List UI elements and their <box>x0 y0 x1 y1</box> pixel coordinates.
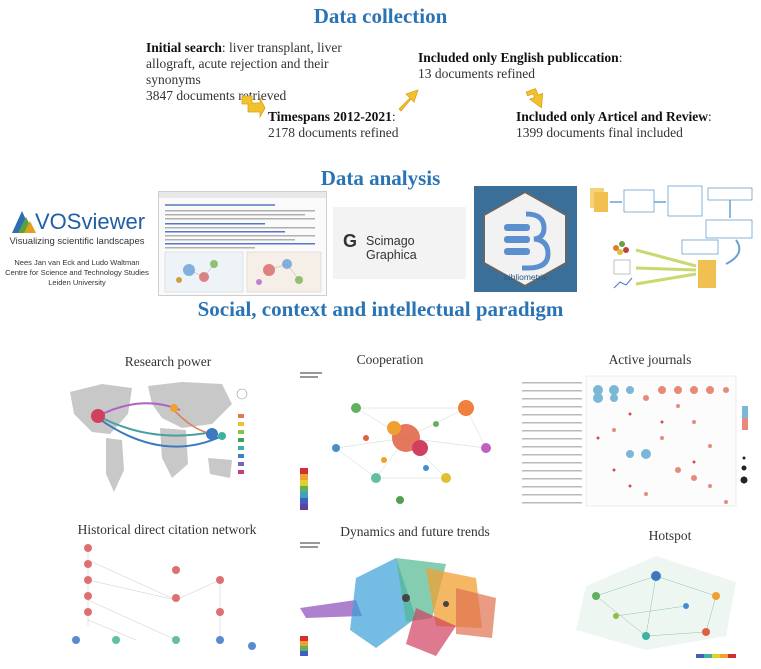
step-english-label: Included only English publiccation <box>418 50 619 65</box>
world-map-thumbnail <box>70 382 248 492</box>
vosviewer-logo: VOSviewer Visualizing scientific landsca… <box>2 203 152 293</box>
arrow-up-right-icon <box>398 89 419 112</box>
panel-title-dynamics: Dynamics and future trends <box>340 524 490 539</box>
panel-title-active-journals: Active journals <box>608 352 692 367</box>
step-article-review: Included only Articel and Review: 1399 d… <box>516 109 712 140</box>
panel-title-research-power: Research power <box>124 354 212 369</box>
bibliometrix-name: bibliometrix <box>504 272 547 282</box>
panel-title-cooperation: Cooperation <box>356 352 424 367</box>
step-english-count: 13 documents refined <box>418 66 535 81</box>
scimago-g-icon: G <box>343 231 358 251</box>
app-screenshot-thumbnail <box>164 204 322 293</box>
step-timespans: Timespans 2012-2021: 2178 documents refi… <box>268 109 399 140</box>
arrow-down-icon <box>526 88 544 109</box>
research-power-map <box>62 374 292 504</box>
vosviewer-name: VOSviewer <box>35 209 146 234</box>
step-english: Included only English publiccation: 13 d… <box>418 50 623 81</box>
bibliometrix-hexagon-icon <box>483 190 567 288</box>
step-initial-search: Initial search: liver transplant, liver … <box>146 40 386 104</box>
bibliometrix-app-screenshot <box>158 191 327 296</box>
cooperation-network <box>296 368 510 518</box>
paradigm-title: Social, context and intellectual paradig… <box>197 297 564 321</box>
step-article-review-label: Included only Articel and Review <box>516 109 709 124</box>
active-journals-bubble-grid <box>518 372 758 520</box>
vosviewer-tagline: Visualizing scientific landscapes <box>9 236 145 247</box>
scimago-graphica-logo: G Scimago Graphica <box>333 207 466 279</box>
step-article-review-count: 1399 documents final included <box>516 125 683 140</box>
step-timespans-label: Timespans 2012-2021 <box>268 109 392 124</box>
data-analysis-title: Data analysis <box>320 166 441 190</box>
vosviewer-icon <box>12 211 36 233</box>
workflow-diagram <box>586 174 759 294</box>
arrow-down-right-icon <box>241 95 266 118</box>
bibliometrix-logo: bibliometrix <box>474 186 577 292</box>
step-initial-search-text: : liver transplant, liver allograft, acu… <box>146 40 342 87</box>
data-collection-title: Data collection <box>313 4 448 28</box>
workflow-flowchart <box>590 185 753 289</box>
cooperation-network-graph <box>300 372 491 510</box>
vosviewer-credits: Nees Jan van Eck and Ludo Waltman Centre… <box>5 258 149 287</box>
journals-bubble-chart <box>522 375 748 507</box>
hotspot-network <box>556 546 756 664</box>
panel-title-historical: Historical direct citation network <box>77 522 257 537</box>
hotspot-network-graph <box>576 556 736 658</box>
panel-title-hotspot: Hotspot <box>648 528 692 543</box>
historical-citation-network <box>56 540 272 660</box>
step-timespans-count: 2178 documents refined <box>268 125 399 140</box>
citation-network-graph <box>72 544 256 650</box>
dynamics-polygons <box>300 542 496 656</box>
scimago-name: Scimago Graphica <box>366 234 417 262</box>
dynamics-trends-chart <box>296 538 512 664</box>
step-initial-search-label: Initial search <box>146 40 222 55</box>
